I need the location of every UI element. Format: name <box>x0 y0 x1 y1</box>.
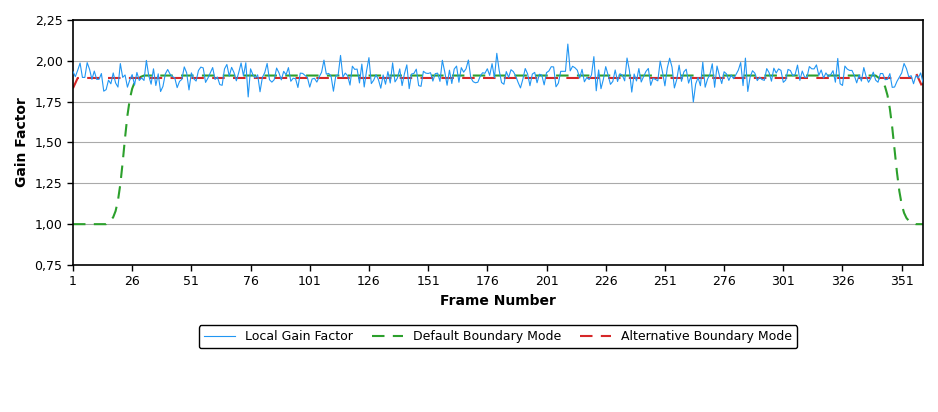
Local Gain Factor <box>439 69 450 74</box>
Local Gain Factor <box>349 67 360 72</box>
Local Gain Factor <box>363 55 374 60</box>
Default Boundary Mode <box>366 73 377 78</box>
Alternative Boundary Mode <box>172 75 183 80</box>
Y-axis label: Gain Factor: Gain Factor <box>15 98 29 187</box>
Local Gain Factor <box>562 42 573 47</box>
Alternative Boundary Mode <box>321 75 332 80</box>
Default Boundary Mode <box>352 73 363 78</box>
Default Boundary Mode <box>872 75 884 80</box>
Local Gain Factor <box>172 85 183 90</box>
Line: Alternative Boundary Mode: Alternative Boundary Mode <box>73 73 923 88</box>
Local Gain Factor <box>68 69 79 74</box>
Alternative Boundary Mode <box>363 75 374 80</box>
Local Gain Factor <box>321 72 332 77</box>
Legend: Local Gain Factor, Default Boundary Mode, Alternative Boundary Mode: Local Gain Factor, Default Boundary Mode… <box>199 325 797 348</box>
Alternative Boundary Mode <box>349 75 360 80</box>
Alternative Boundary Mode <box>917 86 929 91</box>
Alternative Boundary Mode <box>870 75 882 80</box>
Default Boundary Mode <box>174 73 185 78</box>
Default Boundary Mode <box>68 222 79 227</box>
Alternative Boundary Mode <box>910 70 921 75</box>
Line: Local Gain Factor: Local Gain Factor <box>73 44 923 102</box>
Default Boundary Mode <box>442 73 453 78</box>
Default Boundary Mode <box>917 222 929 227</box>
Default Boundary Mode <box>323 73 334 78</box>
Alternative Boundary Mode <box>68 86 79 91</box>
X-axis label: Frame Number: Frame Number <box>440 294 556 308</box>
Line: Default Boundary Mode: Default Boundary Mode <box>73 75 923 224</box>
Alternative Boundary Mode <box>439 75 450 80</box>
Local Gain Factor <box>917 80 929 85</box>
Default Boundary Mode <box>139 73 150 78</box>
Local Gain Factor <box>688 100 699 105</box>
Local Gain Factor <box>875 71 886 76</box>
